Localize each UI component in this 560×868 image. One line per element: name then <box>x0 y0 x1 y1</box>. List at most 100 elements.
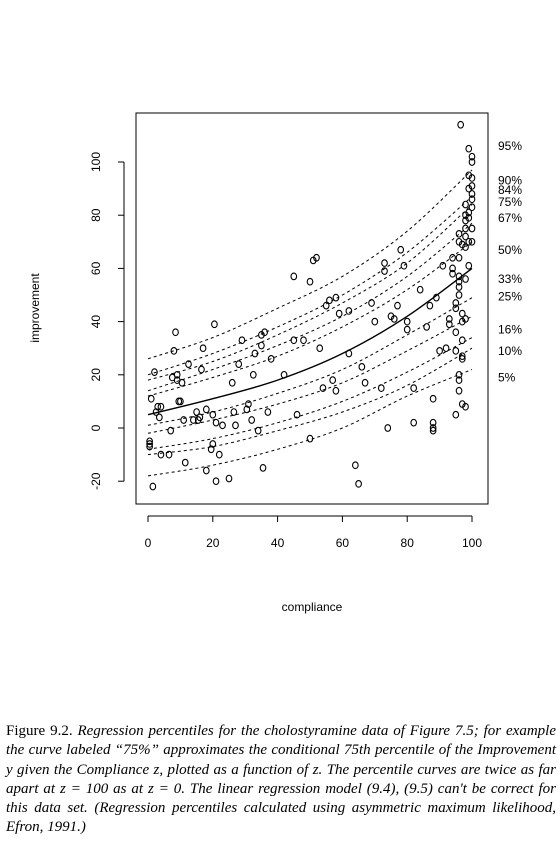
data-point <box>468 190 476 198</box>
data-point <box>146 442 153 451</box>
plot-frame <box>135 112 489 505</box>
data-point <box>452 347 460 355</box>
x-tick-label: 0 <box>145 536 152 550</box>
data-point <box>215 450 223 459</box>
data-point <box>429 426 437 435</box>
data-point <box>423 323 430 331</box>
data-point <box>458 309 466 318</box>
data-point <box>280 370 288 379</box>
y-tick-label: 0 <box>89 424 103 431</box>
x-tick-label: 40 <box>271 536 285 550</box>
percentile-label: 16% <box>498 323 522 337</box>
data-point <box>345 307 353 315</box>
data-point <box>468 158 476 166</box>
data-point <box>468 174 476 182</box>
data-point <box>177 397 184 406</box>
percentile-label: 50% <box>498 243 522 257</box>
data-point <box>249 370 257 379</box>
data-point <box>259 464 267 472</box>
figure-caption-text: Regression percentiles for the cholostyr… <box>6 723 556 836</box>
data-point <box>468 195 476 204</box>
data-point <box>455 370 463 379</box>
data-point <box>258 341 265 350</box>
data-point <box>165 450 173 459</box>
percentile-label: 67% <box>498 211 522 225</box>
data-point <box>355 480 362 488</box>
data-point <box>455 376 463 384</box>
data-point <box>196 413 204 422</box>
data-point <box>449 264 456 273</box>
data-point <box>207 445 215 454</box>
x-axis: 0 20 40 60 80 100 <box>145 515 482 550</box>
data-point <box>322 301 330 310</box>
data-point <box>211 320 218 329</box>
data-point <box>462 315 469 323</box>
data-point <box>352 461 359 470</box>
data-point <box>452 299 460 307</box>
data-point <box>146 440 153 448</box>
data-point <box>377 384 385 392</box>
data-point <box>198 365 205 374</box>
data-point <box>468 237 476 246</box>
data-point <box>429 424 437 432</box>
data-point <box>228 378 236 387</box>
data-point <box>157 402 165 411</box>
y-tick-label: 40 <box>89 315 103 329</box>
data-point <box>261 328 268 337</box>
data-point <box>465 237 473 246</box>
data-point <box>452 410 460 419</box>
data-point <box>465 214 473 222</box>
data-point <box>465 144 473 153</box>
data-point <box>462 402 469 411</box>
data-point <box>465 208 473 217</box>
data-point <box>202 405 210 414</box>
data-point <box>306 434 314 443</box>
data-point <box>230 408 238 416</box>
data-point <box>219 421 226 430</box>
data-point <box>468 182 476 190</box>
data-point <box>458 354 466 363</box>
data-point <box>429 394 437 403</box>
data-point <box>439 261 447 270</box>
figure-number: Figure 9.2. <box>6 723 73 739</box>
data-point <box>251 349 259 358</box>
data-point <box>416 285 424 294</box>
data-point <box>290 336 298 345</box>
percentile-curve-75 <box>147 222 473 392</box>
data-point <box>238 336 246 345</box>
percentile-label: 84% <box>498 183 522 197</box>
data-point <box>326 296 333 305</box>
data-point <box>384 424 392 432</box>
data-point <box>146 437 153 446</box>
data-point <box>167 426 175 435</box>
percentile-label: 10% <box>498 344 522 358</box>
data-point <box>403 325 411 334</box>
data-point <box>155 413 163 422</box>
percentile-label: 5% <box>498 370 516 384</box>
data-point <box>313 253 320 262</box>
data-point <box>193 408 200 416</box>
y-axis-label: improvement <box>28 273 42 343</box>
data-point <box>468 152 476 161</box>
x-tick-label: 80 <box>401 536 415 550</box>
data-point <box>462 243 469 251</box>
data-point <box>225 474 233 483</box>
y-tick-label: 60 <box>89 261 103 275</box>
percentile-curve-95 <box>147 169 473 360</box>
y-tick-label: 20 <box>89 368 103 382</box>
data-point <box>462 232 469 241</box>
percentile-curve-67 <box>147 241 473 397</box>
percentile-label: 90% <box>498 174 522 188</box>
y-tick-label: -20 <box>89 472 103 490</box>
data-point <box>243 405 251 414</box>
data-point <box>202 466 210 475</box>
data-point <box>185 360 192 369</box>
percentile-curve-84 <box>147 204 473 381</box>
percentile-label: 33% <box>498 272 522 286</box>
data-point <box>329 376 337 384</box>
data-point <box>332 386 340 395</box>
data-point <box>465 261 473 270</box>
data-point <box>212 477 220 486</box>
data-point <box>181 458 189 467</box>
data-point <box>452 328 460 337</box>
